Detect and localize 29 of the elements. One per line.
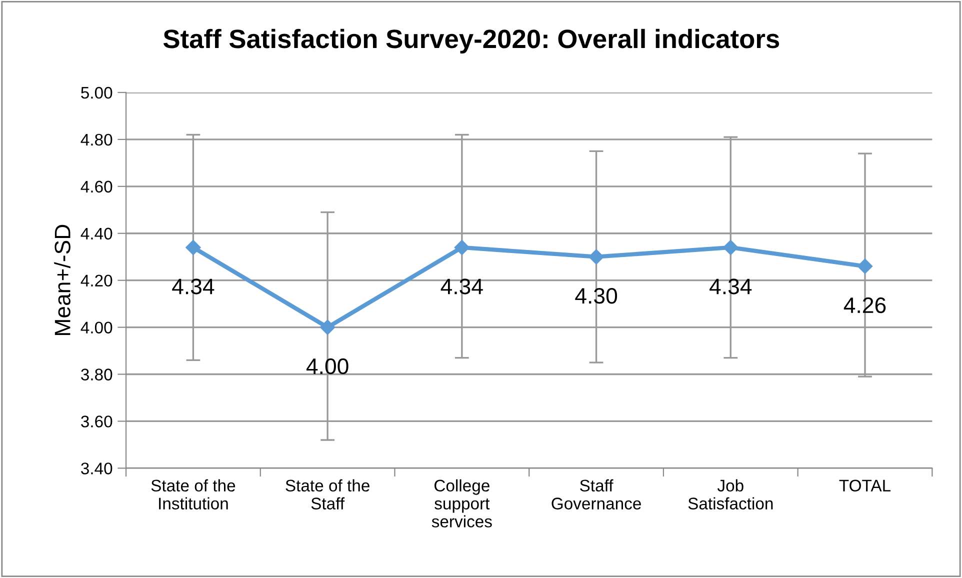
- y-tick-label: 4.00: [80, 322, 112, 334]
- point: [723, 240, 738, 256]
- text: 4.30: [575, 288, 618, 304]
- text: 4.26: [844, 297, 886, 314]
- y-tick-label: 3.60: [81, 416, 112, 428]
- point: [857, 258, 873, 274]
- y-tick-label: 4.20: [80, 274, 112, 287]
- y-tick-label: 4.80: [80, 134, 112, 146]
- x-tick-label: State of the Institution: [151, 479, 236, 510]
- y-axis-title: Mean+/-SD: [54, 224, 70, 336]
- text: 4.34: [710, 278, 752, 294]
- y-tick-label: 4.60: [80, 180, 112, 193]
- x-tick-label: Staff Governance: [552, 479, 641, 510]
- y-tick-label: 4.40: [80, 228, 112, 240]
- x-tick-label: TOTAL: [839, 480, 891, 492]
- point: [588, 249, 604, 264]
- text: 4.34: [172, 278, 214, 294]
- x-tick-label: State of the Staff: [286, 479, 370, 510]
- x-tick-label: Job Satisfaction: [688, 479, 773, 510]
- point: [454, 240, 470, 256]
- text: 4.34: [440, 278, 483, 294]
- text: 4.00: [306, 358, 348, 374]
- y-tick-label: 5.00: [81, 86, 112, 99]
- point: [186, 240, 201, 256]
- y-tick-label: 3.80: [81, 368, 112, 380]
- y-tick-label: 3.40: [81, 462, 112, 474]
- point: [320, 320, 336, 335]
- x-tick-label: College support services: [432, 479, 492, 528]
- chart-title: Staff Satisfaction Survey-2020: Overall indicators: [163, 28, 780, 54]
